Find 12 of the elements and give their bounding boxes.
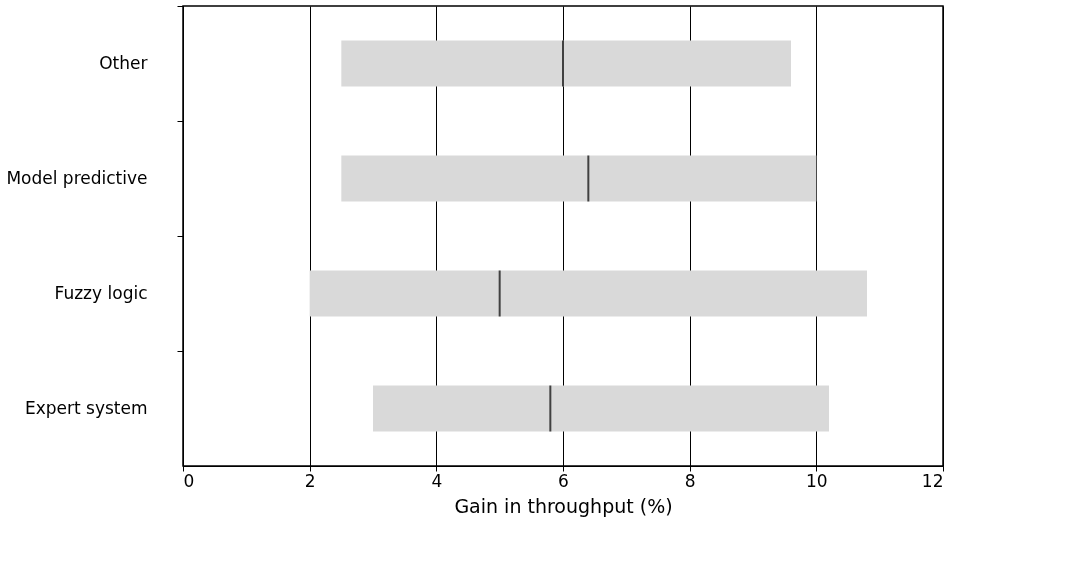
y-tick-label: Expert system [24, 397, 148, 418]
x-tick-label: 4 [431, 470, 443, 491]
x-tick-label: 10 [806, 470, 828, 491]
y-tick-label: Other [99, 52, 148, 73]
x-axis-title: Gain in throughput (%) [454, 494, 673, 517]
x-tick-label: 8 [684, 470, 696, 491]
x-tick-label: 0 [183, 470, 195, 491]
x-tick-label: 2 [304, 470, 316, 491]
x-tick-label: 12 [921, 470, 944, 491]
y-tick-label: Fuzzy logic [54, 282, 148, 303]
x-tick-label: 6 [558, 470, 569, 491]
y-tick-label: Model predictive [6, 167, 148, 188]
